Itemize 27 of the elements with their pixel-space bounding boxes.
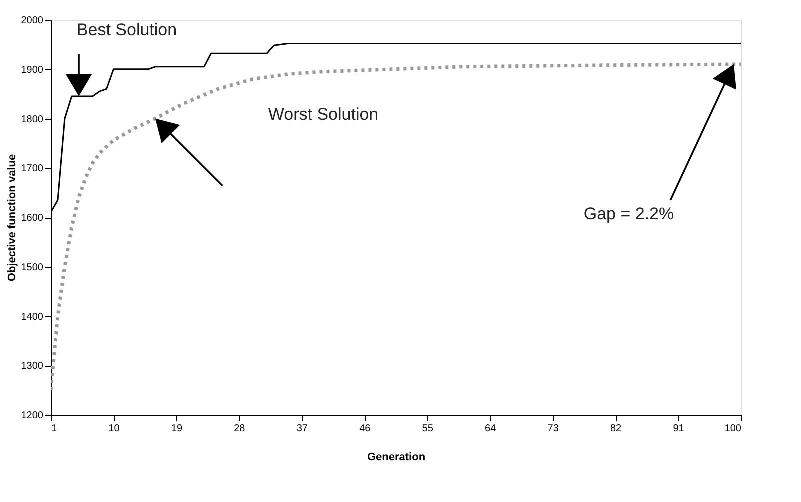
y-tick-label: 2000 <box>21 16 44 26</box>
line-series <box>51 62 741 392</box>
y-tick-label: 1400 <box>21 312 44 323</box>
x-tick-label: 19 <box>171 424 183 434</box>
x-tick-label: 37 <box>296 424 308 434</box>
x-tick-label: 55 <box>422 424 434 434</box>
x-tick-label: 100 <box>724 424 742 434</box>
y-axis-title: Objective function value <box>6 154 18 282</box>
y-tick-label: 1200 <box>21 410 44 422</box>
y-tick-label: 1800 <box>21 114 44 126</box>
x-tick-label: 91 <box>673 424 685 434</box>
x-tick-label: 10 <box>108 424 120 434</box>
y-tick-label: 1700 <box>21 164 44 175</box>
y-tick-label: 1600 <box>21 213 44 224</box>
y-tick-label: 1300 <box>21 361 44 372</box>
y-tick-label: 1500 <box>21 262 44 274</box>
x-axis-title: Generation <box>367 452 426 464</box>
x-tick-label: 28 <box>234 424 246 434</box>
annotation: Best Solution <box>76 20 178 40</box>
x-tick-label: 46 <box>360 424 372 434</box>
annotation: Gap = 2.2% <box>584 204 674 224</box>
x-tick-label: 82 <box>610 424 622 434</box>
x-tick-label: 73 <box>548 424 560 434</box>
x-tick-label: 64 <box>485 424 497 434</box>
y-tick-label: 1900 <box>21 64 44 76</box>
x-tick-label: 1 <box>52 424 58 434</box>
annotation: Worst Solution <box>268 104 379 124</box>
